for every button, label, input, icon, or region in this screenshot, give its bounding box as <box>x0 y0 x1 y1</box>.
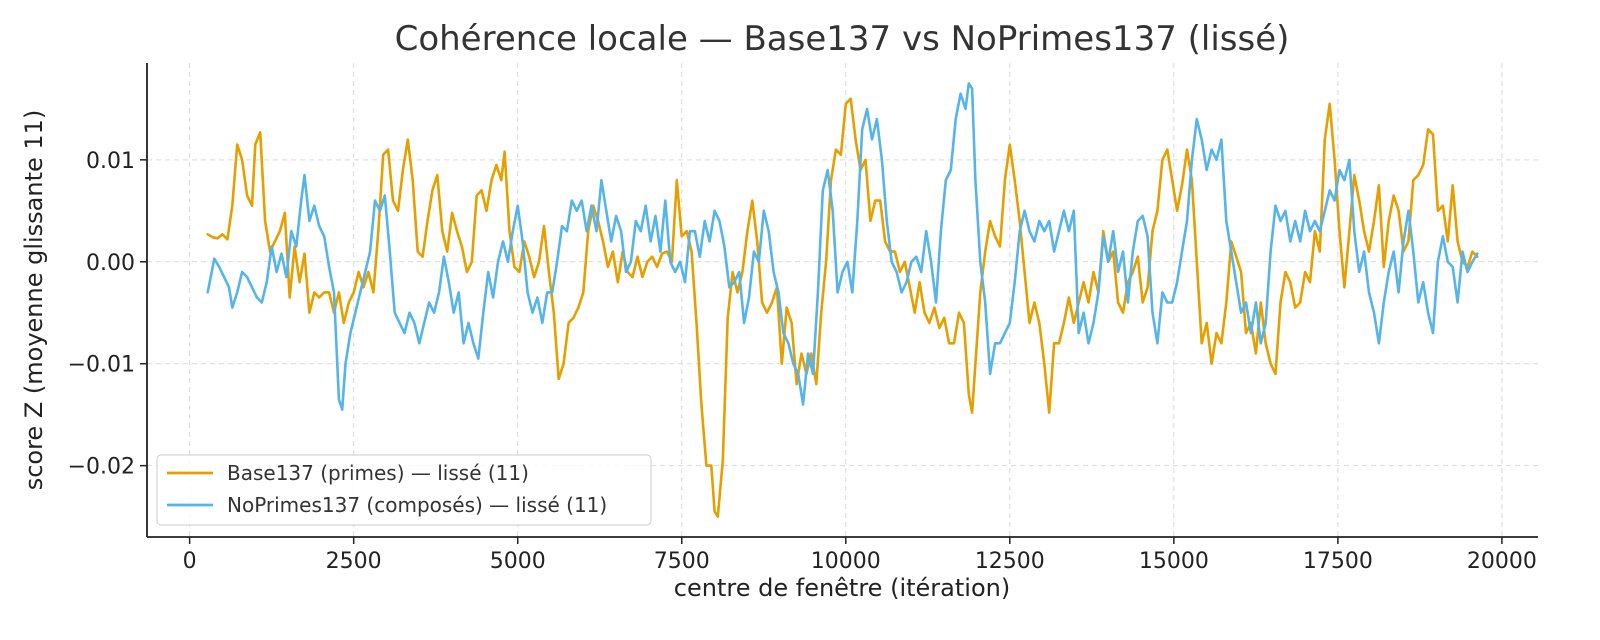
x-tick-label: 7500 <box>654 549 710 574</box>
x-tick-label: 20000 <box>1467 549 1537 574</box>
x-tick-label: 5000 <box>490 549 546 574</box>
y-axis-label: score Z (moyenne glissante 11) <box>20 110 48 491</box>
y-tick-label: 0.01 <box>86 149 135 174</box>
x-axis-label: centre de fenêtre (itération) <box>674 574 1010 602</box>
y-tick-label: −0.01 <box>68 353 135 378</box>
x-tick-label: 17500 <box>1303 549 1373 574</box>
x-tick-label: 15000 <box>1139 549 1209 574</box>
x-tick-label: 0 <box>183 549 197 574</box>
y-tick-label: −0.02 <box>68 455 135 480</box>
chart-title: Cohérence locale — Base137 vs NoPrimes13… <box>395 19 1290 59</box>
x-tick-label: 12500 <box>975 549 1045 574</box>
legend-label: NoPrimes137 (composés) — lissé (11) <box>227 493 607 517</box>
legend-label: Base137 (primes) — lissé (11) <box>227 461 529 485</box>
x-tick-label: 2500 <box>326 549 382 574</box>
y-tick-label: 0.00 <box>86 251 135 276</box>
legend: Base137 (primes) — lissé (11) NoPrimes137… <box>157 455 651 525</box>
x-tick-label: 10000 <box>811 549 881 574</box>
